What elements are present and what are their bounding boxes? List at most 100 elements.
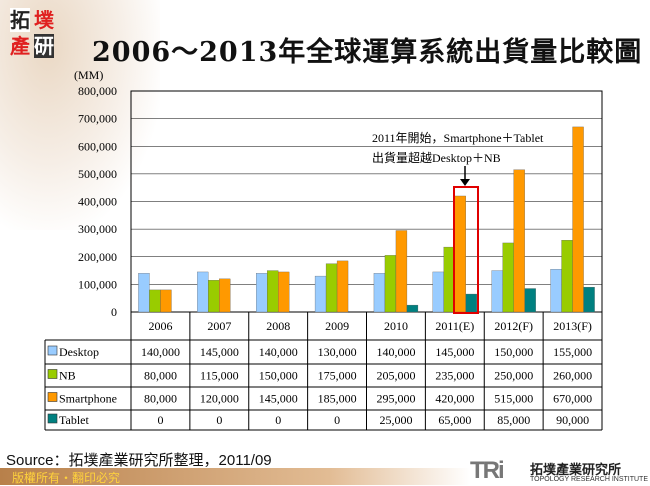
y-tick-label: 300,000 xyxy=(78,222,117,236)
bar-smartphone-2013(F) xyxy=(572,126,584,313)
data-label: 250,000 xyxy=(494,369,533,383)
bar-smartphone-2008 xyxy=(278,271,290,313)
bar-desktop-2010 xyxy=(373,273,386,313)
bar-desktop-2009 xyxy=(314,275,327,313)
bar-tablet-2012(F) xyxy=(524,288,536,313)
bar-desktop-2012(F) xyxy=(491,270,503,313)
bar-smartphone-2010 xyxy=(395,230,408,313)
legend-swatch-desktop xyxy=(47,345,58,356)
y-tick-label: 700,000 xyxy=(78,112,117,126)
data-label: 0 xyxy=(216,413,222,427)
bar-nb-2009 xyxy=(325,263,338,313)
highlight-box xyxy=(453,186,479,314)
footer-bar: 版權所有・翻印必究 xyxy=(0,468,470,485)
data-label: 90,000 xyxy=(556,413,589,427)
x-tick-label: 2012(F) xyxy=(494,319,533,333)
bar-nb-2013(F) xyxy=(561,240,573,313)
data-label: 0 xyxy=(157,413,163,427)
y-tick-label: 200,000 xyxy=(78,250,117,264)
data-label: 0 xyxy=(275,413,281,427)
bar-tablet-2013(F) xyxy=(583,286,595,313)
data-label: 145,000 xyxy=(259,392,298,406)
bar-smartphone-2011(E) xyxy=(454,195,466,313)
data-label: 85,000 xyxy=(497,413,530,427)
data-label: 140,000 xyxy=(259,345,298,359)
y-tick-label: 600,000 xyxy=(78,139,117,153)
legend-label: Smartphone xyxy=(59,392,117,406)
annotation-arrowhead xyxy=(460,179,470,186)
legend-label: NB xyxy=(59,369,76,383)
data-label: 420,000 xyxy=(435,392,474,406)
legend-swatch-nb xyxy=(47,369,58,379)
x-tick-label: 2008 xyxy=(266,319,290,333)
bar-smartphone-2007 xyxy=(219,278,231,313)
data-label: 115,000 xyxy=(200,369,239,383)
data-label: 65,000 xyxy=(438,413,471,427)
bar-desktop-2008 xyxy=(256,273,268,313)
data-label: 155,000 xyxy=(553,345,592,359)
y-tick-label: 100,000 xyxy=(78,277,117,291)
data-label: 0 xyxy=(334,413,340,427)
bar-desktop-2013(F) xyxy=(550,269,562,313)
data-label: 205,000 xyxy=(376,369,415,383)
annotation-text: 2011年開始，Smartphone＋Tablet xyxy=(372,131,544,145)
bar-desktop-2006 xyxy=(138,273,150,313)
page-title: 2006～2013年全球運算系統出貨量比較圖 xyxy=(92,37,643,68)
legend-swatch-smartphone xyxy=(47,392,58,402)
y-tick-label: 0 xyxy=(111,305,117,319)
data-label: 235,000 xyxy=(435,369,474,383)
bar-nb-2006 xyxy=(149,289,161,313)
data-label: 80,000 xyxy=(144,392,177,406)
annotation-text: 出貨量超越Desktop＋NB xyxy=(372,150,501,165)
legend-swatch-tablet xyxy=(47,413,58,424)
data-label: 260,000 xyxy=(553,369,592,383)
data-label: 130,000 xyxy=(318,345,357,359)
data-label: 25,000 xyxy=(379,413,412,427)
y-axis-label: (MM) xyxy=(74,68,103,82)
x-tick-label: 2013(F) xyxy=(553,319,592,333)
brand-mark: TRi xyxy=(470,457,505,484)
brand-logo: TRi 拓墣產業研究所 TOPOLOGY RESEARCH INSTITUTE xyxy=(470,457,648,485)
data-label: 150,000 xyxy=(494,345,533,359)
logo: 拓 墣 產 研 xyxy=(10,8,54,58)
data-label: 185,000 xyxy=(318,392,357,406)
bar-nb-2010 xyxy=(384,255,397,313)
y-tick-label: 500,000 xyxy=(78,167,117,181)
x-tick-label: 2009 xyxy=(325,319,349,333)
data-label: 150,000 xyxy=(259,369,298,383)
bar-smartphone-2009 xyxy=(336,260,349,313)
brand-english: TOPOLOGY RESEARCH INSTITUTE xyxy=(530,476,648,483)
y-tick-label: 800,000 xyxy=(78,84,117,98)
data-label: 140,000 xyxy=(141,345,180,359)
bar-nb-2012(F) xyxy=(502,242,514,313)
bar-smartphone-2006 xyxy=(160,289,172,313)
x-tick-label: 2010 xyxy=(384,319,408,333)
bar-tablet-2011(E) xyxy=(465,293,477,313)
legend-label: Tablet xyxy=(59,413,89,427)
copyright-text: 版權所有・翻印必究 xyxy=(12,471,121,485)
data-label: 120,000 xyxy=(200,392,239,406)
bar-desktop-2011(E) xyxy=(432,271,444,313)
data-label: 670,000 xyxy=(553,392,592,406)
data-label: 145,000 xyxy=(200,345,239,359)
data-label: 80,000 xyxy=(144,369,177,383)
bar-desktop-2007 xyxy=(197,271,209,313)
x-tick-label: 2006 xyxy=(148,319,172,333)
bar-tablet-2010 xyxy=(406,304,419,313)
x-tick-label: 2007 xyxy=(207,319,231,333)
bar-nb-2008 xyxy=(267,270,279,313)
data-label: 145,000 xyxy=(435,345,474,359)
legend-label: Desktop xyxy=(59,345,99,359)
y-tick-label: 400,000 xyxy=(78,195,117,209)
x-tick-label: 2011(E) xyxy=(435,319,474,333)
data-label: 515,000 xyxy=(494,392,533,406)
source-note: Source：拓墣產業研究所整理，2011/09 xyxy=(6,452,272,469)
bar-smartphone-2012(F) xyxy=(513,169,525,313)
data-label: 295,000 xyxy=(376,392,415,406)
data-label: 140,000 xyxy=(376,345,415,359)
brand-name: 拓墣產業研究所 xyxy=(530,462,622,477)
bar-nb-2007 xyxy=(208,280,220,313)
background-texture xyxy=(0,0,160,230)
data-label: 175,000 xyxy=(318,369,357,383)
